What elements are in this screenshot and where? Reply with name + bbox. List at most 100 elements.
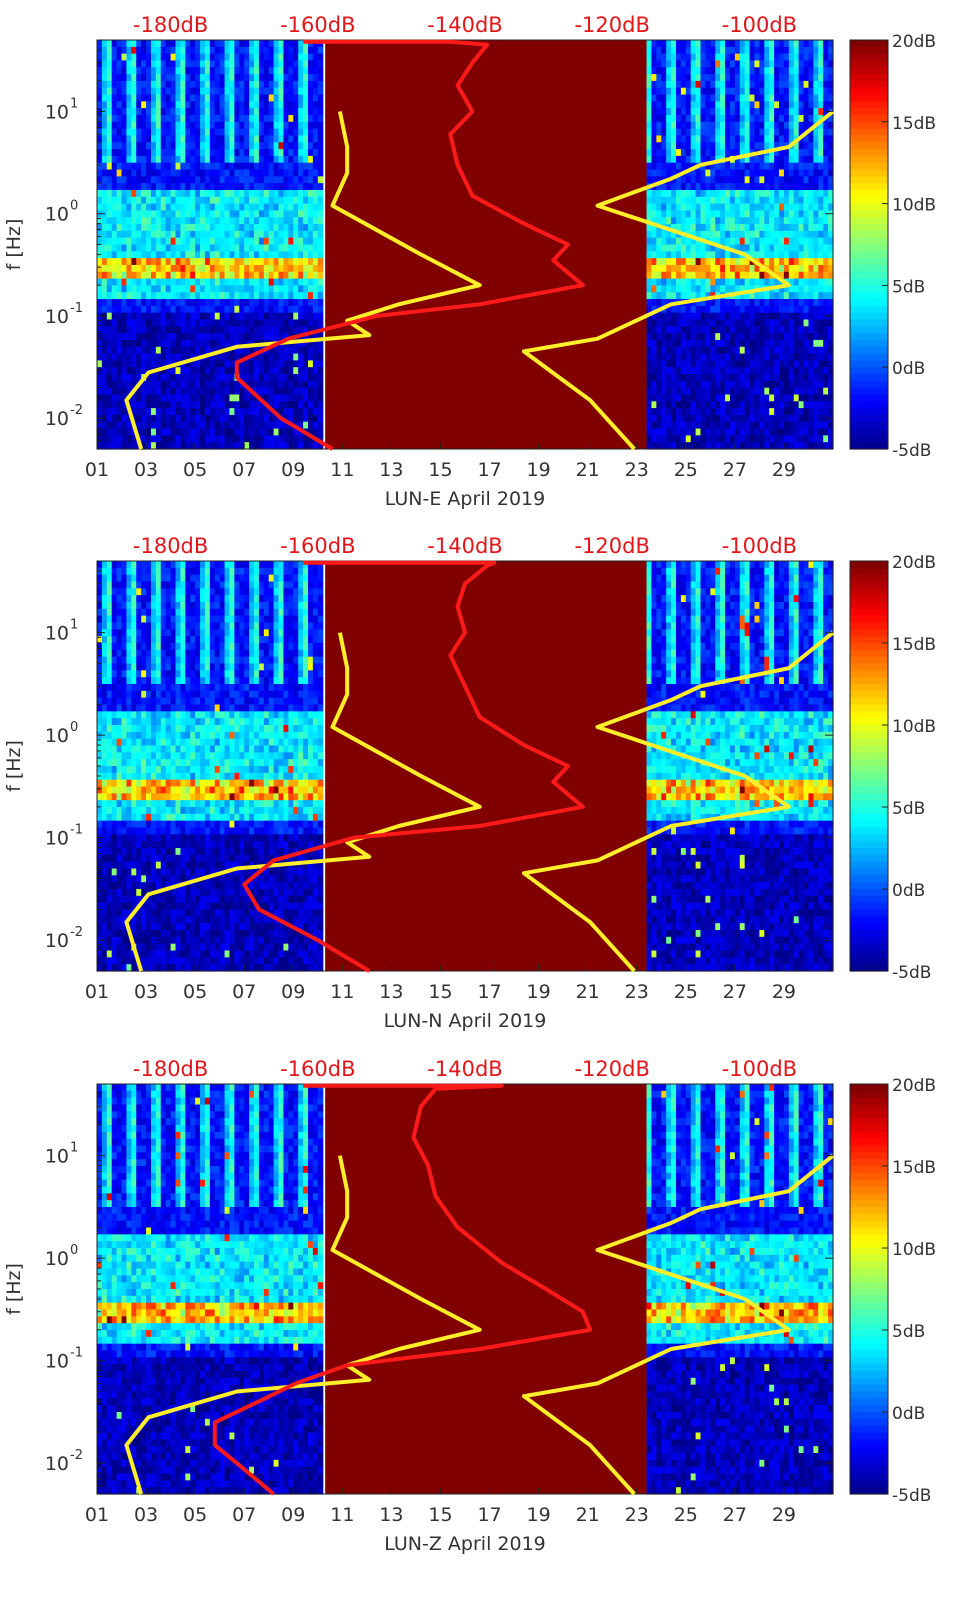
spectrogram-cell <box>239 230 245 239</box>
spectrogram-cell <box>646 155 653 164</box>
spectrogram-cell <box>298 155 304 164</box>
spectrogram-cell <box>307 74 314 82</box>
spectrogram-cell <box>150 210 157 218</box>
spectrogram-cell <box>258 387 265 396</box>
spectrogram-cell <box>234 80 240 89</box>
spectrogram-cell <box>254 135 260 143</box>
spectrogram-cell <box>219 121 226 130</box>
spectrogram-cell <box>715 442 721 450</box>
spectrogram-cell <box>685 121 692 130</box>
spectrogram-cell <box>739 271 746 280</box>
spectrogram-cell <box>239 428 245 436</box>
spectrogram-cell <box>180 108 186 116</box>
spectrogram-cell <box>666 401 672 409</box>
spectrogram-cell <box>700 244 707 252</box>
spectrogram-cell <box>298 87 304 96</box>
spectrogram-cell <box>141 203 147 212</box>
spectrogram-cell <box>180 135 186 143</box>
spectrogram-cell <box>312 210 319 218</box>
spectrogram-cell <box>126 319 132 327</box>
spectrogram-cell <box>695 94 702 102</box>
spectrogram-cell <box>808 46 814 55</box>
spectrogram-cell <box>764 251 770 259</box>
spectrogram-cell <box>165 374 172 382</box>
spectrogram-cell <box>126 251 132 259</box>
spectrogram-cell <box>116 367 123 375</box>
spectrogram-cell <box>739 189 746 198</box>
spectrogram-cell <box>769 101 775 109</box>
spectrogram-cell <box>200 258 206 266</box>
spectrogram-cell <box>646 435 653 443</box>
spectrogram-cell <box>774 258 780 266</box>
spectrogram-cell <box>818 374 824 382</box>
spectrogram-cell <box>813 74 819 82</box>
spectrogram-cell <box>249 196 255 205</box>
spectrogram-cell <box>293 87 299 96</box>
spectrogram-cell <box>136 326 142 334</box>
spectrogram-cell <box>720 114 726 123</box>
spectrogram-cell <box>229 224 235 232</box>
spectrogram-cell <box>725 189 731 198</box>
spectrogram-cell <box>136 414 142 423</box>
spectrogram-cell <box>754 155 760 164</box>
spectrogram-cell <box>779 53 785 62</box>
spectrogram-cell <box>651 428 657 436</box>
spectrogram-cell <box>180 435 186 443</box>
spectrogram-cell <box>823 442 829 450</box>
spectrogram-cell <box>803 135 810 143</box>
spectrogram-cell <box>170 101 177 109</box>
spectrogram-cell <box>710 67 716 75</box>
spectrogram-cell <box>307 360 314 368</box>
spectrogram-cell <box>170 299 177 307</box>
spectrogram-cell <box>651 414 657 423</box>
spectrogram-cell <box>190 189 196 198</box>
spectrogram-cell <box>754 251 760 259</box>
spectrogram-cell <box>788 189 795 198</box>
spectrogram-cell <box>180 319 186 327</box>
spectrogram-cell <box>808 60 814 68</box>
spectrogram-cell <box>680 210 687 218</box>
spectrogram-cell <box>651 162 657 171</box>
spectrogram-cell <box>298 442 304 450</box>
spectrogram-cell <box>298 326 304 334</box>
spectrogram-cell <box>803 319 810 327</box>
spectrogram-cell <box>779 333 785 341</box>
spectrogram-cell <box>283 367 289 375</box>
spectrogram-cell <box>739 305 746 314</box>
spectrogram-cell <box>798 435 805 443</box>
spectrogram-cell <box>244 292 250 300</box>
spectrogram-cell <box>783 264 790 273</box>
spectrogram-cell <box>656 128 662 137</box>
spectrogram-cell <box>798 162 805 171</box>
spectrogram-cell <box>195 67 201 75</box>
spectrogram-cell <box>101 224 108 232</box>
spectrogram-cell <box>675 46 682 55</box>
spectrogram-cell <box>818 319 824 327</box>
spectrogram-cell <box>798 114 805 123</box>
spectrogram-cell <box>126 258 132 266</box>
spectrogram-cell <box>680 401 687 409</box>
spectrogram-cell <box>155 333 162 341</box>
spectrogram-cell <box>695 408 702 416</box>
spectrogram-cell <box>190 285 196 293</box>
spectrogram-cell <box>793 360 800 368</box>
spectrogram-cell <box>155 319 162 327</box>
spectrogram-cell <box>97 114 103 123</box>
spectrogram-cell <box>808 87 814 96</box>
spectrogram-cell <box>823 53 829 62</box>
spectrogram-cell <box>146 74 152 82</box>
spectrogram-cell <box>209 414 216 423</box>
spectrogram-cell <box>744 380 751 389</box>
spectrogram-cell <box>666 251 672 259</box>
spectrogram-cell <box>190 339 196 348</box>
spectrogram-cell <box>685 401 692 409</box>
spectrogram-cell <box>798 217 805 225</box>
spectrogram-cell <box>312 292 319 300</box>
spectrogram-cell <box>180 40 186 48</box>
spectrogram-cell <box>303 108 309 116</box>
spectrogram-cell <box>298 142 304 150</box>
spectrogram-cell <box>779 360 785 368</box>
spectrogram-cell <box>680 40 687 48</box>
spectrogram-cell <box>146 244 152 252</box>
spectrogram-cell <box>97 46 103 55</box>
